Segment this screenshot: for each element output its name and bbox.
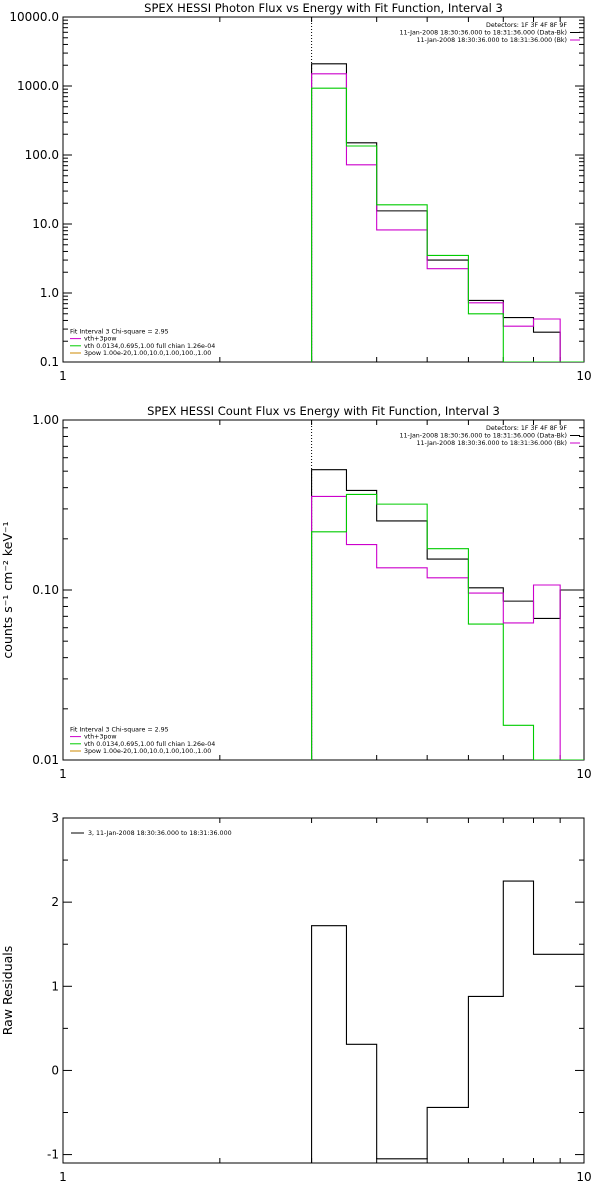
legend-bottom-left-text: vth 0.0134,0.695,1.00 full chian 1.26e-0… xyxy=(84,343,215,350)
x-tick-label: 1 xyxy=(59,1170,67,1184)
legend-bottom-left-text: vth 0.0134,0.695,1.00 full chian 1.26e-0… xyxy=(84,741,215,748)
y-tick-label: 1 xyxy=(51,979,59,993)
legend-top-right-text: Detectors: 1F 3F 4F 8F 9F xyxy=(486,22,567,29)
y-axis-label: counts s⁻¹ cm⁻² keV⁻¹ xyxy=(0,521,15,658)
axes-frame xyxy=(62,817,585,1164)
x-tick-label: 1 xyxy=(59,767,67,781)
legend-bottom-left-text: Fit Interval 3 Chi-square = 2.95 xyxy=(70,726,169,733)
axes-frame xyxy=(62,419,585,761)
y-tick-label: 0.10 xyxy=(32,583,59,597)
y-tick-label: 1.0 xyxy=(40,286,59,300)
series-line-3 xyxy=(311,87,584,362)
legend-bottom-left-text: vth+3pow xyxy=(84,336,116,343)
chart-title: SPEX HESSI Photon Flux vs Energy with Fi… xyxy=(144,1,503,15)
series-line-1 xyxy=(311,880,584,1163)
plot-area xyxy=(311,63,584,362)
y-tick-label: 0.1 xyxy=(40,355,59,369)
legend-top-right-text: 11-Jan-2008 18:30:36.000 to 18:31:36.000… xyxy=(399,433,567,440)
legend-top-right-text: 11-Jan-2008 18:30:36.000 to 18:31:36.000… xyxy=(417,37,567,44)
legend-bottom-left-text: vth+3pow xyxy=(84,734,116,741)
panel-3: 1 10 -1 0 1 2 3 Raw Residuals 3, 11-Jan-2008 18:… xyxy=(0,811,592,1184)
series-line-1 xyxy=(311,63,584,362)
axes-frame xyxy=(62,16,585,363)
x-tick-label: 10 xyxy=(576,1170,591,1184)
y-tick-label: 1.00 xyxy=(32,413,59,427)
plot-area xyxy=(311,469,584,760)
y-tick-label: 10000.0 xyxy=(9,10,59,24)
panel-2: SPEX HESSI Count Flux vs Energy with Fit… xyxy=(0,404,592,781)
y-tick-label: 3 xyxy=(51,811,59,825)
plot-area xyxy=(311,880,584,1163)
legend-top-left-text: 3, 11-Jan-2008 18:30:36.000 to 18:31:36.… xyxy=(88,830,232,837)
chart-title: SPEX HESSI Count Flux vs Energy with Fit… xyxy=(147,404,500,418)
y-axis-label: Raw Residuals xyxy=(0,946,15,1036)
legend-top-right-text: Detectors: 1F 3F 4F 8F 9F xyxy=(486,425,567,432)
y-tick-label: 2 xyxy=(51,895,59,909)
x-tick-label: 1 xyxy=(59,369,67,383)
y-tick-label: 0 xyxy=(51,1063,59,1077)
legend-bottom-left-text: 3pow 1.00e-20,1.00,10.0,1.00,100.,1.00 xyxy=(84,748,211,755)
legend-bottom-left-text: 3pow 1.00e-20,1.00,10.0,1.00,100.,1.00 xyxy=(84,350,211,357)
legend-bottom-left-text: Fit Interval 3 Chi-square = 2.95 xyxy=(70,328,169,335)
series-line-1 xyxy=(311,469,584,760)
series-line-2 xyxy=(311,495,584,760)
x-tick-label: 10 xyxy=(576,767,591,781)
panel-1: SPEX HESSI Photon Flux vs Energy with Fi… xyxy=(9,1,591,383)
series-line-2 xyxy=(311,73,584,362)
y-tick-label: 100.0 xyxy=(25,148,59,162)
legend-top-right-text: 11-Jan-2008 18:30:36.000 to 18:31:36.000… xyxy=(417,440,567,447)
series-line-3 xyxy=(311,493,584,760)
x-tick-label: 10 xyxy=(576,369,591,383)
y-tick-label: 10.0 xyxy=(32,217,59,231)
y-tick-label: 0.01 xyxy=(32,753,59,767)
y-tick-label: -1 xyxy=(47,1148,59,1162)
y-tick-label: 1000.0 xyxy=(17,79,59,93)
legend-top-right-text: 11-Jan-2008 18:30:36.000 to 18:31:36.000… xyxy=(399,30,567,37)
